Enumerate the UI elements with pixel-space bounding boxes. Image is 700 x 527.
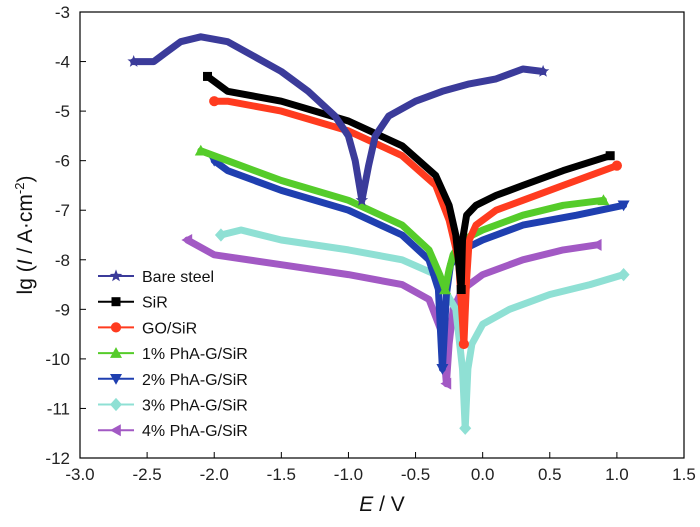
legend-label: 2% PhA-G/SiR <box>142 372 248 389</box>
legend-item: GO/SiR <box>98 320 197 337</box>
y-tick-label: -11 <box>47 399 70 418</box>
legend-label: GO/SiR <box>142 320 197 337</box>
data-point <box>440 377 452 390</box>
series-line <box>217 226 628 432</box>
legend-marker <box>109 269 123 282</box>
y-tick-label: -5 <box>55 102 70 121</box>
legend-marker <box>110 374 122 385</box>
x-axis-title-italic: E <box>359 493 374 516</box>
y-axis-title: lg (I / A·cm-2) <box>12 176 37 295</box>
x-tick-label: -2.0 <box>200 465 229 484</box>
series-line <box>204 72 614 293</box>
x-tick-label: -1.5 <box>267 465 296 484</box>
x-axis-title: E / V <box>359 493 405 516</box>
y-axis-title-italic: I <box>14 259 37 265</box>
y-tick-label: -3 <box>55 3 70 22</box>
data-point <box>459 421 472 435</box>
data-point <box>456 285 466 295</box>
data-point <box>194 144 207 156</box>
series-go-sir <box>209 96 622 350</box>
plot-area <box>79 11 685 459</box>
legend-label: Bare steel <box>142 269 214 286</box>
series-4-pha-g-sir <box>181 233 602 390</box>
data-point <box>590 238 602 251</box>
data-point <box>536 64 550 77</box>
y-tick-label: -6 <box>55 152 70 171</box>
legend-marker <box>110 397 122 412</box>
legend-item: 4% PhA-G/SiR <box>98 423 248 440</box>
data-point <box>597 194 610 206</box>
series-1-pha-g-sir <box>194 144 610 295</box>
series-line <box>210 97 621 348</box>
legend-label: SiR <box>142 295 168 312</box>
y-axis-title-sup: -2 <box>12 183 27 195</box>
data-point <box>203 71 213 81</box>
y-tick-label: -9 <box>55 300 70 319</box>
x-tick-label: -1.0 <box>334 465 363 484</box>
legend: Bare steel SiR GO/SiR 1% PhA-G/SiR 2% PhA-G/… <box>98 269 248 440</box>
data-point <box>181 233 193 246</box>
series-layer <box>127 33 630 435</box>
legend-marker <box>110 322 122 333</box>
data-point <box>355 193 369 206</box>
legend-label: 1% PhA-G/SiR <box>142 346 248 363</box>
legend-marker <box>110 424 121 437</box>
x-tick-label: -3.0 <box>65 465 94 484</box>
x-tick-label: 1.5 <box>672 465 696 484</box>
y-axis-title-middle: / A·cm <box>14 194 37 259</box>
series-bare-steel <box>127 33 550 206</box>
x-tick-label: 0.5 <box>538 465 562 484</box>
y-axis-title-prefix: lg ( <box>14 265 37 294</box>
legend-item: 3% PhA-G/SiR <box>98 398 248 415</box>
data-point <box>127 55 140 67</box>
series-sir <box>203 71 615 295</box>
x-axis: -3.0 -2.5 -2.0 -1.5 -1.0 -0.5 0.0 0.5 1.0 1.5 <box>65 452 696 484</box>
data-point <box>214 228 227 242</box>
series-line <box>130 33 547 204</box>
legend-label: 3% PhA-G/SiR <box>142 398 248 415</box>
legend-item: SiR <box>98 295 168 312</box>
legend-marker <box>111 297 121 307</box>
x-tick-label: 1.0 <box>605 465 629 484</box>
data-point <box>439 283 452 295</box>
legend-item: Bare steel <box>98 269 214 286</box>
data-point <box>617 200 630 212</box>
y-axis-title-suffix: ) <box>14 176 37 183</box>
legend-label: 4% PhA-G/SiR <box>142 423 248 440</box>
data-point <box>605 151 615 161</box>
series-3-pha-g-sir <box>214 226 630 435</box>
y-tick-label: -12 <box>45 449 70 468</box>
legend-item: 1% PhA-G/SiR <box>98 346 248 363</box>
x-tick-label: 0.0 <box>471 465 495 484</box>
y-tick-label: -10 <box>45 350 70 369</box>
data-point <box>436 364 449 375</box>
data-point <box>458 338 469 350</box>
data-point <box>617 268 630 282</box>
x-tick-label: -2.5 <box>132 465 161 484</box>
y-tick-label: -8 <box>55 251 70 270</box>
legend-marker <box>110 347 122 358</box>
x-axis-title-rest: / V <box>373 493 405 516</box>
x-tick-label: -0.5 <box>401 465 430 484</box>
data-point <box>611 160 622 171</box>
data-point <box>209 96 220 107</box>
y-tick-label: -7 <box>55 201 70 220</box>
y-axis: -3 -4 -5 -6 -7 -8 -9 -10 -11 -12 <box>45 3 86 468</box>
y-tick-label: -4 <box>55 53 70 72</box>
legend-item: 2% PhA-G/SiR <box>98 372 248 389</box>
